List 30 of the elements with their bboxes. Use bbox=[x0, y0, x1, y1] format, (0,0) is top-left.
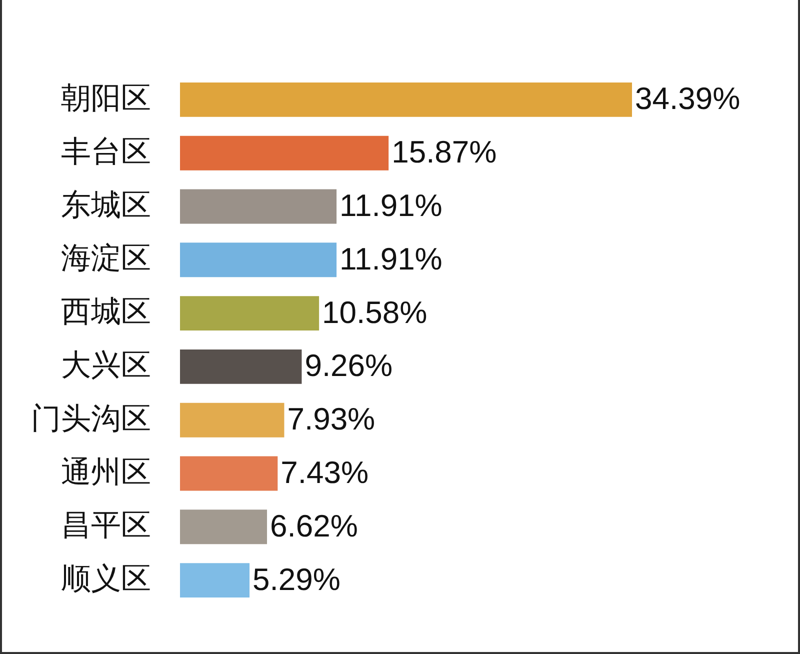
bar bbox=[180, 456, 278, 491]
y-tick-label: 朝阳区 bbox=[61, 82, 151, 115]
y-tick-label: 海淀区 bbox=[61, 242, 151, 276]
y-tick-label: 昌平区 bbox=[61, 509, 151, 542]
bar bbox=[180, 402, 284, 438]
data-label: 7.93% bbox=[287, 402, 376, 437]
y-tick-label: 大兴区 bbox=[61, 348, 151, 382]
y-tick-label: 通州区 bbox=[61, 456, 151, 489]
data-label: 34.39% bbox=[635, 81, 740, 116]
data-label: 11.91% bbox=[340, 188, 442, 224]
y-tick-label: 丰台区 bbox=[61, 135, 151, 168]
data-label: 9.26% bbox=[304, 348, 393, 384]
bar bbox=[180, 242, 337, 278]
data-label: 6.62% bbox=[270, 508, 358, 544]
bar bbox=[180, 563, 250, 598]
data-label: 11.91% bbox=[340, 241, 442, 276]
data-label: 7.43% bbox=[280, 455, 369, 490]
y-tick-label: 西城区 bbox=[61, 296, 151, 329]
bar bbox=[180, 136, 389, 170]
data-label: 15.87% bbox=[392, 134, 497, 170]
bar bbox=[180, 349, 302, 384]
bar bbox=[180, 510, 268, 544]
data-label: 5.29% bbox=[252, 562, 340, 597]
bar bbox=[180, 82, 632, 117]
data-label: 10.58% bbox=[322, 294, 428, 330]
bar bbox=[180, 296, 320, 331]
bar bbox=[180, 189, 337, 224]
y-tick-label: 顺义区 bbox=[61, 562, 151, 596]
y-tick-label: 东城区 bbox=[61, 188, 151, 222]
y-tick-label: 门头沟区 bbox=[31, 402, 151, 436]
